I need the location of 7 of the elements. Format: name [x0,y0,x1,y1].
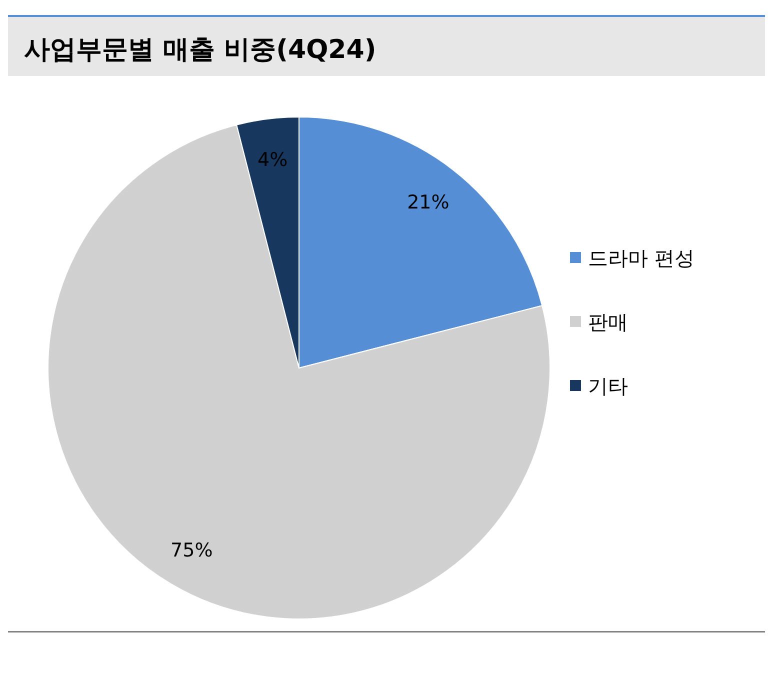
data-label: 4% [257,148,288,171]
data-label: 75% [170,539,213,562]
data-label: 21% [407,191,450,214]
legend-label: 판매 [588,310,628,334]
legend-label: 기타 [588,374,628,398]
chart-title: 사업부문별 매출 비중(4Q24) [24,35,376,65]
legend-label: 드라마 편성 [588,246,694,270]
